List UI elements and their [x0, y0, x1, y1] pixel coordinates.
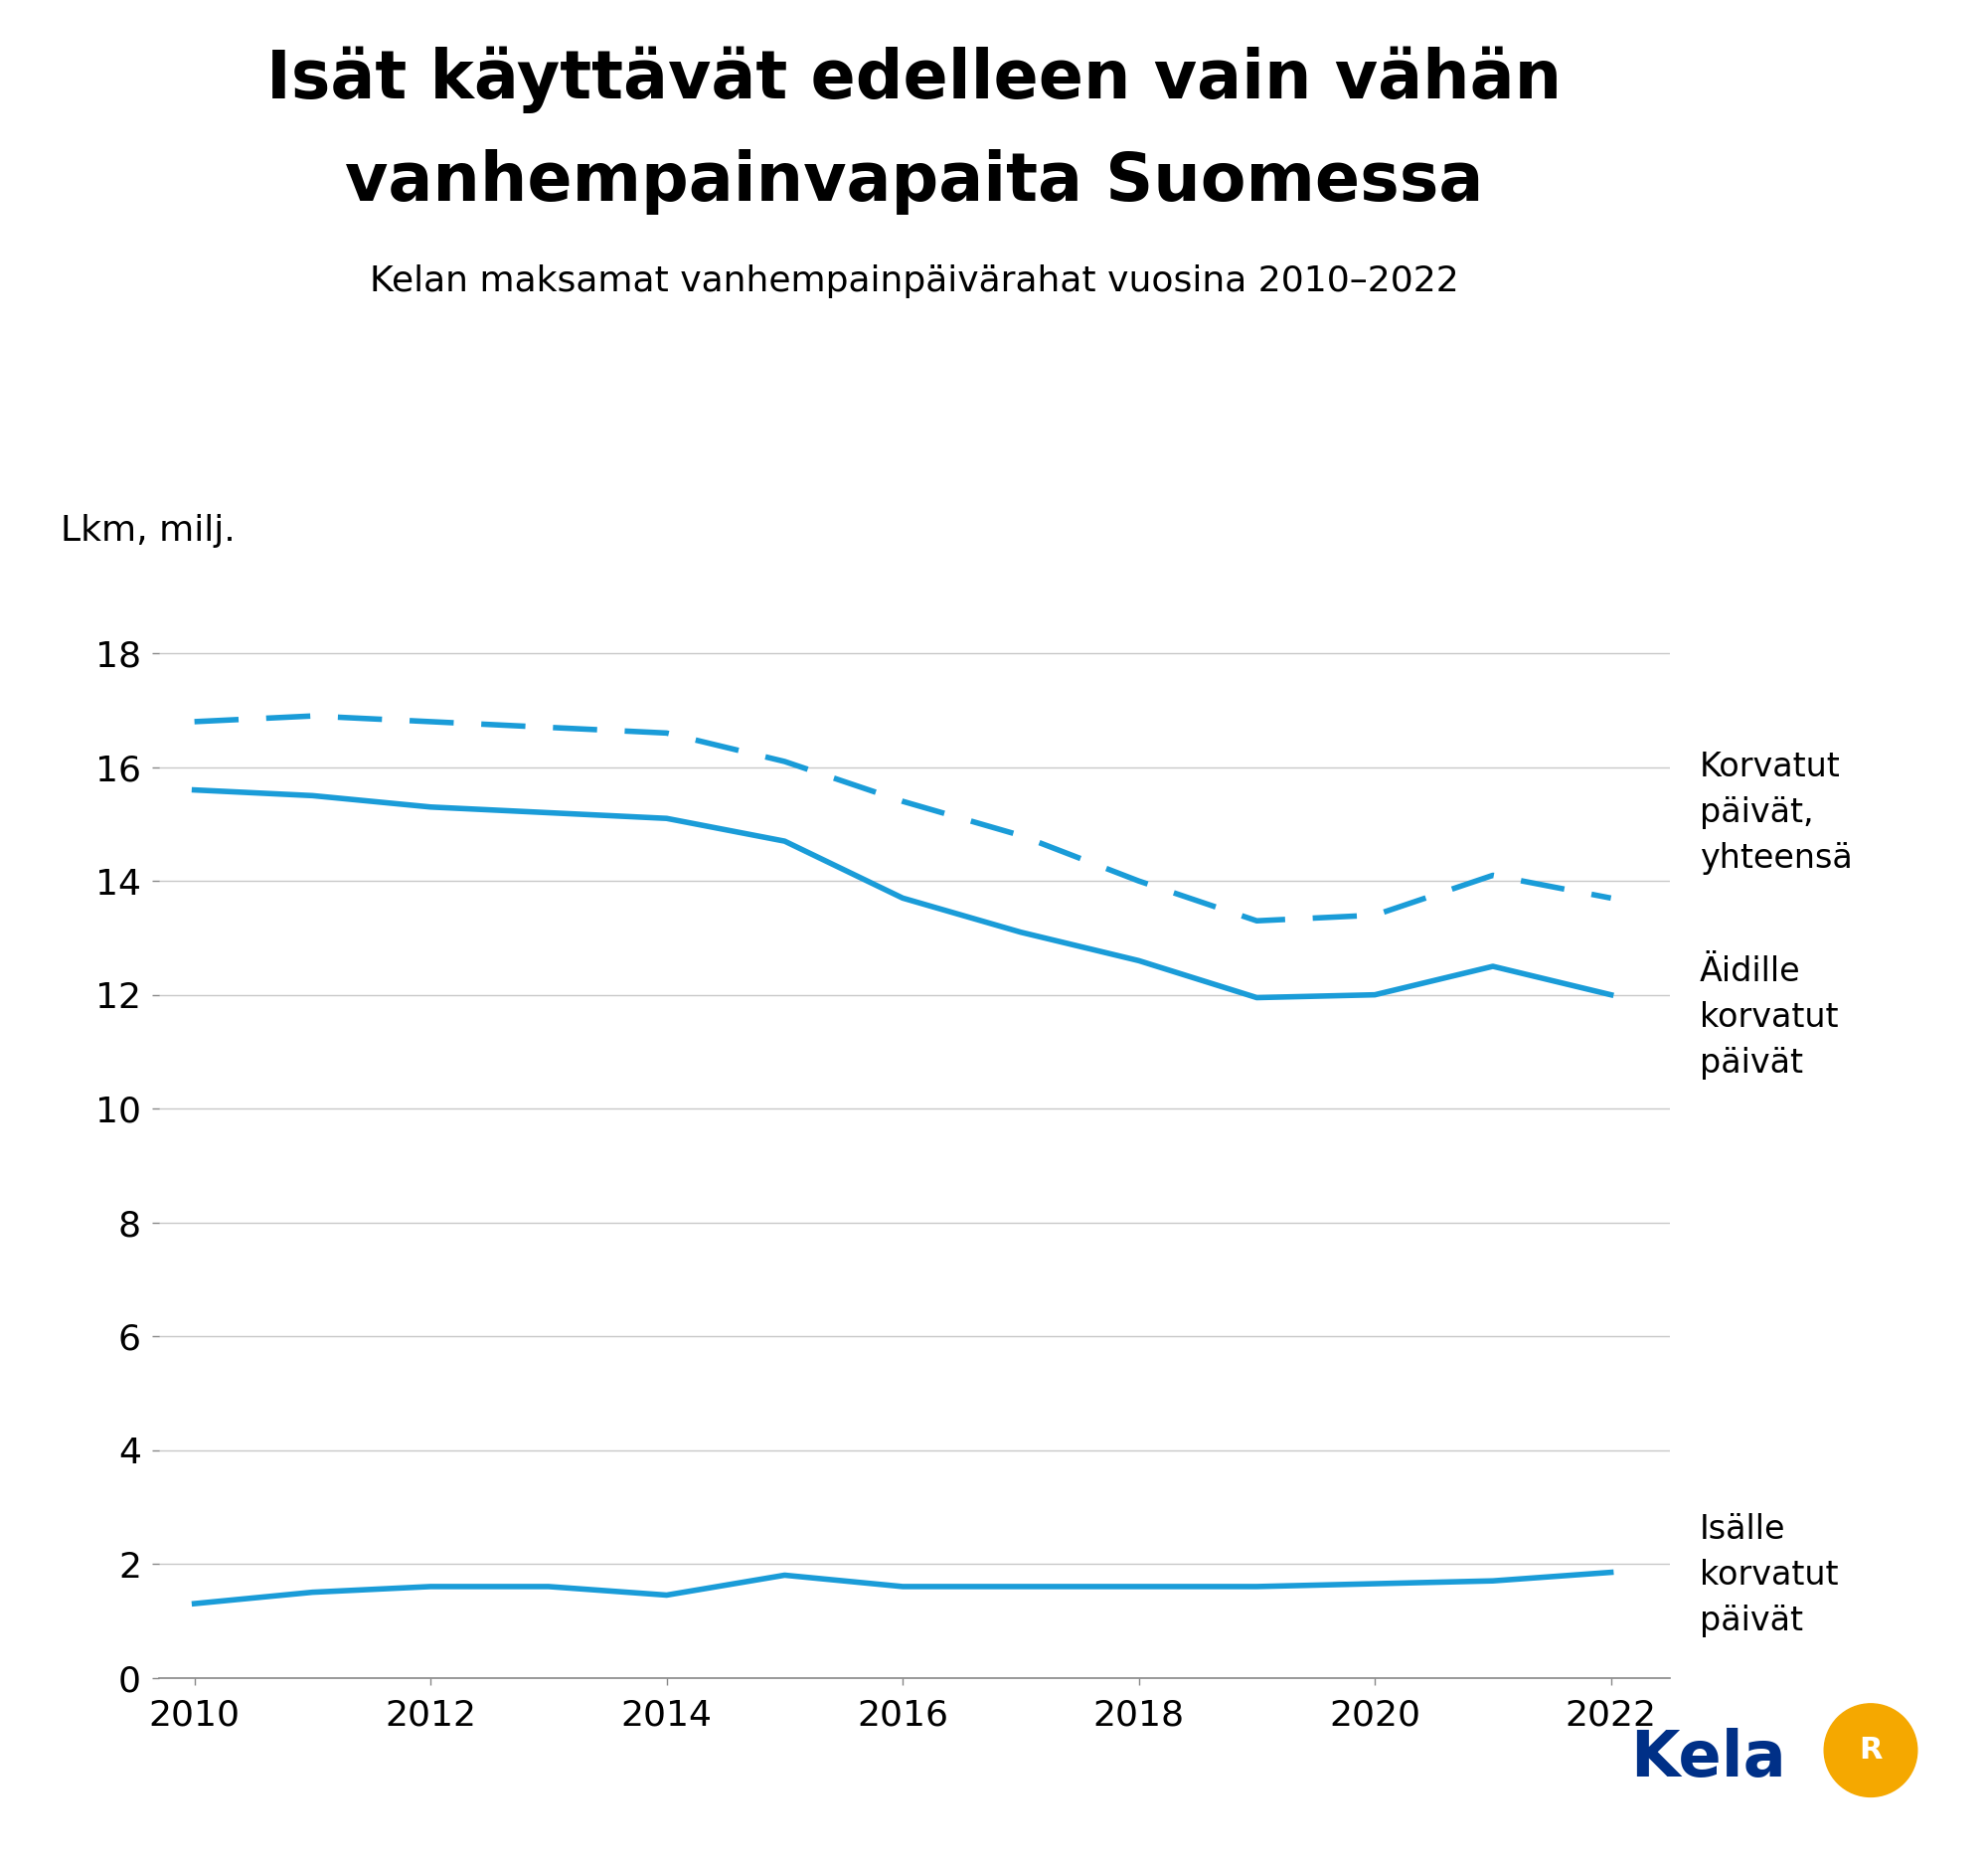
Text: Kelan maksamat vanhempainpäivärahat vuosina 2010–2022: Kelan maksamat vanhempainpäivärahat vuos…	[370, 265, 1459, 298]
Text: Äidille
korvatut
päivät: Äidille korvatut päivät	[1700, 956, 1839, 1079]
Text: Lkm, milj.: Lkm, milj.	[62, 514, 235, 548]
Text: Korvatut
päivät,
yhteensä: Korvatut päivät, yhteensä	[1700, 751, 1853, 874]
Text: Isät käyttävät edelleen vain vähän: Isät käyttävät edelleen vain vähän	[266, 47, 1563, 114]
Text: Kela: Kela	[1630, 1728, 1785, 1789]
Text: vanhempainvapaita Suomessa: vanhempainvapaita Suomessa	[346, 149, 1483, 214]
Text: Isälle
korvatut
päivät: Isälle korvatut päivät	[1700, 1514, 1839, 1637]
Circle shape	[1825, 1704, 1916, 1797]
Text: R: R	[1859, 1735, 1883, 1765]
